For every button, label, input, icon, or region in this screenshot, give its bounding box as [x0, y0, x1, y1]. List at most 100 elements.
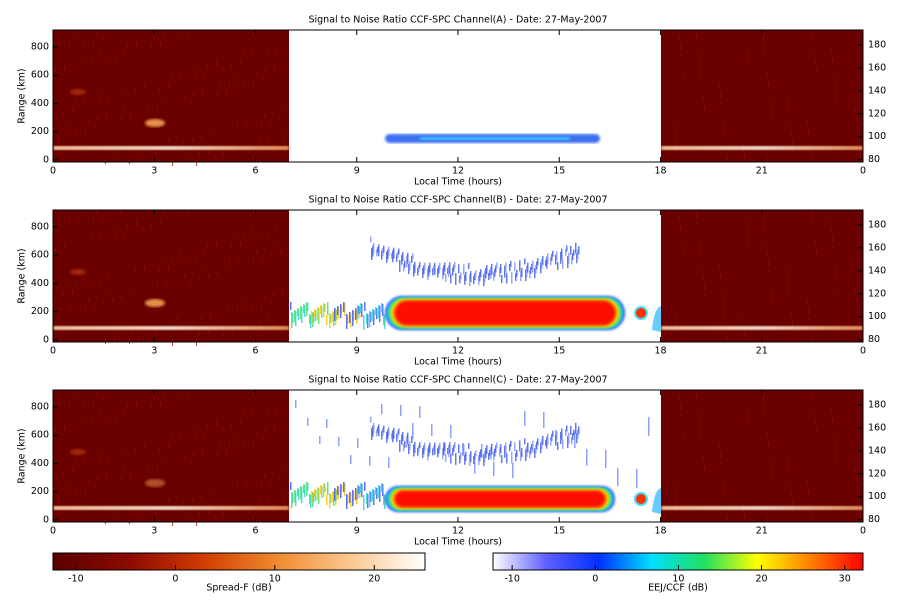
- noise: [156, 511, 157, 514]
- noise: [808, 489, 809, 494]
- noise: [115, 236, 116, 240]
- upper-echo: [382, 428, 384, 437]
- noise: [259, 320, 260, 324]
- noise: [791, 132, 792, 136]
- noise: [184, 455, 185, 458]
- x-tick-label: 0: [50, 166, 56, 177]
- upper-echo: [407, 252, 409, 264]
- y-tick-label: 200: [31, 126, 49, 137]
- x-axis-label: Local Time (hours): [414, 357, 502, 368]
- speckle: [336, 310, 338, 320]
- noise: [67, 134, 68, 136]
- colorbar-label: EEJ/CCF (dB): [648, 583, 708, 594]
- noise: [177, 82, 178, 84]
- noise: [118, 47, 119, 50]
- upper-echo: [575, 422, 577, 434]
- speckle: [356, 489, 358, 504]
- upper-echo: [541, 259, 543, 270]
- noise: [680, 225, 681, 230]
- noise: [812, 393, 813, 398]
- noise: [243, 490, 244, 492]
- noise: [698, 51, 699, 54]
- noise: [178, 395, 179, 398]
- noise: [181, 518, 182, 520]
- noise: [232, 149, 233, 154]
- x-axis-label: Local Time (hours): [414, 177, 502, 188]
- noise: [181, 338, 182, 340]
- noise: [91, 56, 92, 60]
- noise: [719, 84, 720, 88]
- speckle: [352, 310, 354, 326]
- upper-echo: [464, 274, 466, 285]
- noise: [252, 127, 253, 130]
- speckle: [315, 490, 317, 501]
- noise: [225, 238, 226, 240]
- upper-echo: [511, 451, 513, 464]
- upper-echo: [463, 263, 465, 275]
- noise: [198, 67, 199, 70]
- speckle: [350, 455, 352, 464]
- noise: [683, 252, 684, 256]
- noise: [675, 492, 676, 496]
- noise: [58, 137, 59, 142]
- noise: [136, 221, 137, 226]
- rti-image: [53, 210, 863, 346]
- panel-title: Signal to Noise Ratio CCF-SPC Channel(C)…: [308, 375, 607, 386]
- upper-echo: [434, 442, 436, 455]
- noise: [189, 430, 190, 432]
- noise: [696, 393, 697, 398]
- noise: [136, 41, 137, 46]
- speckle: [329, 313, 331, 328]
- speckle: [338, 307, 340, 319]
- upper-echo: [404, 260, 406, 268]
- noise: [792, 321, 793, 326]
- speckle: [319, 436, 321, 444]
- noise: [166, 101, 167, 106]
- noise: [124, 413, 125, 418]
- upper-echo: [540, 262, 542, 274]
- speckle: [443, 442, 445, 454]
- noise: [201, 496, 202, 500]
- noise: [769, 90, 770, 92]
- noise: [835, 444, 836, 448]
- noise: [744, 153, 745, 158]
- noise: [231, 64, 232, 68]
- speckle: [372, 489, 374, 501]
- noise: [63, 472, 64, 476]
- upper-echo: [550, 437, 552, 446]
- speckle: [376, 308, 378, 319]
- night-region: [53, 30, 289, 162]
- noise: [64, 65, 65, 70]
- speckle: [543, 412, 545, 428]
- colorbar-tick-label: -10: [504, 574, 520, 585]
- noise: [675, 312, 676, 316]
- night-layer: [53, 326, 289, 330]
- upper-echo: [388, 246, 390, 256]
- noise: [208, 149, 209, 154]
- noise: [855, 468, 856, 472]
- speckle: [303, 304, 305, 313]
- speckle: [314, 489, 316, 497]
- speckle: [366, 313, 368, 324]
- panel-title: Signal to Noise Ratio CCF-SPC Channel(A)…: [308, 15, 607, 26]
- noise: [766, 63, 767, 66]
- x-tick-label: 6: [252, 166, 258, 177]
- noise: [151, 224, 152, 228]
- noise: [701, 78, 702, 80]
- y2-tick-label: 140: [868, 265, 886, 276]
- noise: [814, 411, 815, 414]
- noise: [853, 270, 854, 272]
- speckle: [346, 314, 348, 329]
- noise: [812, 33, 813, 38]
- noise: [171, 256, 172, 260]
- noise: [208, 455, 209, 458]
- noise: [243, 310, 244, 312]
- speckle: [375, 307, 377, 315]
- noise: [283, 242, 284, 244]
- upper-echo: [392, 430, 394, 443]
- speckle: [324, 304, 326, 312]
- noise: [138, 157, 139, 162]
- noise: [126, 91, 127, 94]
- noise: [136, 401, 137, 406]
